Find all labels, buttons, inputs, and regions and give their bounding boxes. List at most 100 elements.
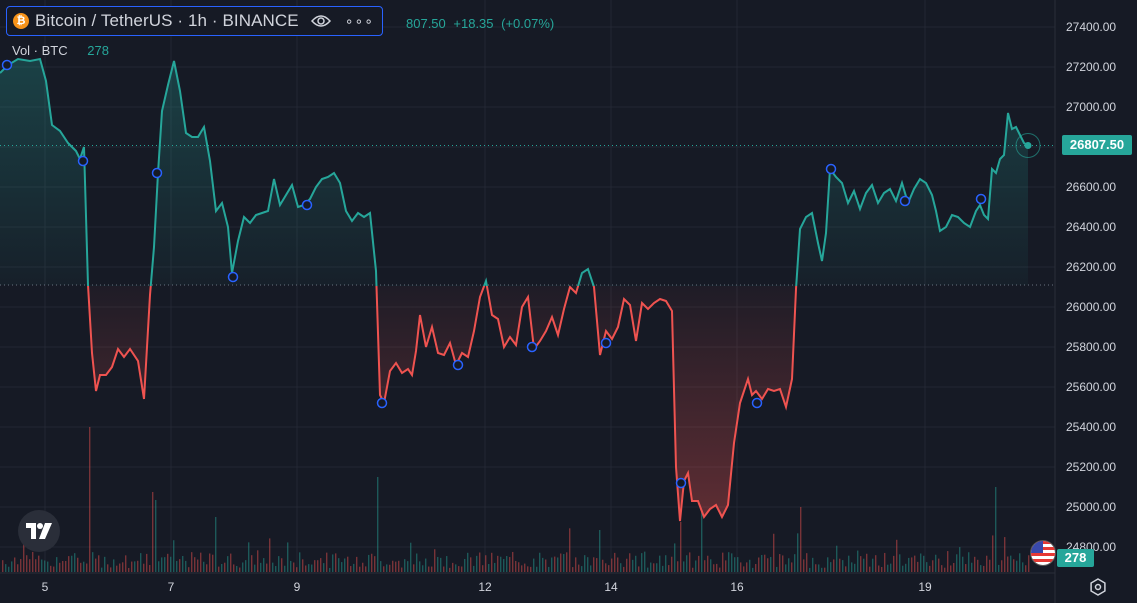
volume-bar xyxy=(515,560,517,572)
bitcoin-icon: ₿ xyxy=(13,13,29,29)
volume-bar xyxy=(791,562,793,572)
volume-bar xyxy=(728,552,730,572)
volume-bar xyxy=(683,561,685,572)
event-marker[interactable] xyxy=(376,397,388,409)
volume-legend[interactable]: Vol · BTC 278 xyxy=(12,43,109,58)
volume-bar xyxy=(77,557,79,572)
volume-bar xyxy=(398,560,400,572)
volume-bar xyxy=(374,556,376,572)
volume-bar xyxy=(47,561,49,572)
volume-bar xyxy=(290,560,292,572)
volume-bar xyxy=(560,553,562,572)
volume-bar xyxy=(188,567,190,572)
event-marker[interactable] xyxy=(600,337,612,349)
volume-bar xyxy=(518,562,520,572)
event-markers[interactable] xyxy=(1,59,1041,489)
volume-bar xyxy=(746,562,748,572)
us-flag-icon[interactable] xyxy=(1030,540,1056,566)
volume-bar xyxy=(245,560,247,572)
event-marker[interactable] xyxy=(751,397,763,409)
volume-bar xyxy=(893,555,895,572)
volume-bar xyxy=(116,565,118,572)
volume-bar xyxy=(947,551,949,572)
event-marker[interactable] xyxy=(975,193,987,205)
volume-bar xyxy=(773,533,775,572)
volume-bar xyxy=(230,553,232,572)
volume-bar xyxy=(176,560,178,572)
event-marker[interactable] xyxy=(899,195,911,207)
volume-bar xyxy=(959,547,961,572)
volume-bar xyxy=(782,555,784,572)
event-marker[interactable] xyxy=(1,59,13,71)
volume-bar xyxy=(668,565,670,572)
volume-bar xyxy=(104,556,106,572)
volume-bar xyxy=(902,565,904,572)
price-area-below-baseline xyxy=(88,286,797,521)
volume-bar xyxy=(368,554,370,572)
volume-bar xyxy=(107,564,109,572)
last-price-partial: 807.50 xyxy=(406,16,446,31)
price-info: 807.50 +18.35 (+0.07%) xyxy=(406,16,558,31)
volume-bar xyxy=(299,552,301,572)
volume-bar xyxy=(638,566,640,572)
volume-bar xyxy=(1001,560,1003,572)
y-tick-label: 25800.00 xyxy=(1066,340,1116,354)
volume-bar xyxy=(89,427,91,572)
volume-bar xyxy=(686,555,688,572)
y-tick-label: 25600.00 xyxy=(1066,380,1116,394)
volume-bar xyxy=(155,500,157,572)
volume-bar xyxy=(614,552,616,572)
volume-bar xyxy=(698,555,700,572)
volume-bar xyxy=(473,565,475,572)
volume-bar xyxy=(380,561,382,572)
volume-bar xyxy=(812,557,814,572)
price-line-below-baseline xyxy=(87,286,798,522)
volume-bar xyxy=(71,555,73,572)
volume-bar xyxy=(437,556,439,572)
volume-bar xyxy=(737,557,739,572)
symbol-legend[interactable]: ₿ Bitcoin / TetherUS · 1h · BINANCE ∘∘∘ xyxy=(6,6,384,36)
volume-bar xyxy=(929,565,931,572)
volume-bar xyxy=(1004,537,1006,572)
volume-bar xyxy=(545,559,547,572)
volume-bar xyxy=(491,552,493,572)
more-icon[interactable]: ∘∘∘ xyxy=(344,12,375,29)
volume-bar xyxy=(632,559,634,572)
volume-bar xyxy=(953,562,955,572)
volume-bar xyxy=(539,552,541,572)
volume-bar xyxy=(74,553,76,572)
volume-bar xyxy=(509,557,511,572)
volume-bar xyxy=(968,552,970,572)
volume-bar xyxy=(338,558,340,572)
event-marker[interactable] xyxy=(77,155,89,167)
event-marker[interactable] xyxy=(151,167,163,179)
volume-label: Vol · BTC xyxy=(12,43,68,58)
volume-bar xyxy=(317,560,319,572)
volume-bar xyxy=(794,554,796,572)
volume-bar xyxy=(758,557,760,572)
volume-bar xyxy=(431,566,433,572)
event-marker[interactable] xyxy=(227,271,239,283)
volume-bar xyxy=(1010,555,1012,572)
event-marker[interactable] xyxy=(452,359,464,371)
volume-bar xyxy=(128,567,130,572)
volume-bar xyxy=(875,555,877,572)
settings-gear-icon[interactable] xyxy=(1089,578,1107,596)
event-marker[interactable] xyxy=(675,477,687,489)
volume-bar xyxy=(425,558,427,572)
tradingview-logo-icon[interactable] xyxy=(18,510,60,552)
volume-bar xyxy=(14,557,16,572)
symbol-title[interactable]: Bitcoin / TetherUS · 1h · BINANCE xyxy=(35,11,299,30)
volume-bar xyxy=(296,567,298,572)
y-tick-label: 25200.00 xyxy=(1066,460,1116,474)
volume-bar xyxy=(878,565,880,572)
event-marker[interactable] xyxy=(825,163,837,175)
volume-bar xyxy=(212,554,214,572)
eye-icon[interactable] xyxy=(310,14,331,28)
event-marker[interactable] xyxy=(301,199,313,211)
volume-bar xyxy=(854,563,856,572)
event-marker[interactable] xyxy=(526,341,538,353)
x-tick-label: 7 xyxy=(168,580,175,594)
volume-bar xyxy=(53,566,55,572)
